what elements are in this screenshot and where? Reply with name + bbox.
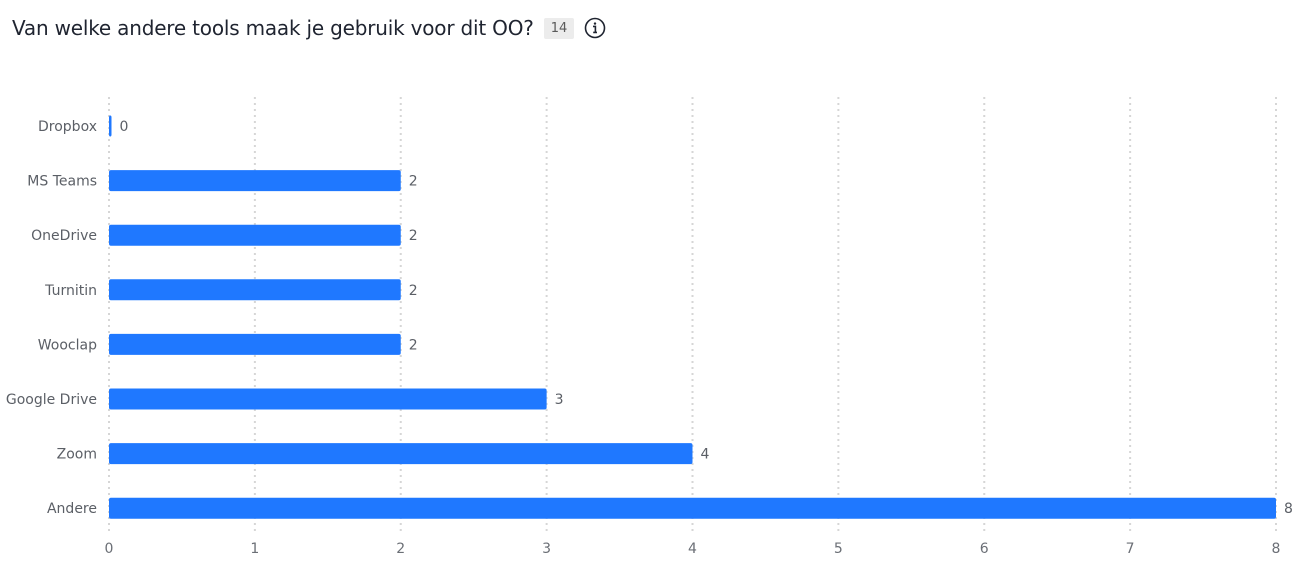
- x-tick-label: 3: [542, 541, 551, 557]
- bar-dropbox[interactable]: [109, 115, 112, 137]
- x-tick-label: 0: [105, 541, 114, 557]
- bar-zoom[interactable]: [109, 443, 693, 465]
- value-label-google-drive: 3: [555, 392, 564, 408]
- category-label-dropbox: Dropbox: [38, 119, 97, 135]
- bar-google-drive[interactable]: [109, 388, 547, 410]
- x-tick-label: 2: [396, 541, 405, 557]
- value-label-zoom: 4: [701, 447, 710, 463]
- bar-wooclap[interactable]: [109, 333, 401, 355]
- x-tick-label: 1: [250, 541, 259, 557]
- category-label-andere: Andere: [47, 501, 97, 517]
- x-tick-label: 6: [980, 541, 989, 557]
- category-label-ms-teams: MS Teams: [27, 174, 97, 190]
- value-label-onedrive: 2: [409, 228, 418, 244]
- bar-turnitin[interactable]: [109, 279, 401, 301]
- bar-onedrive[interactable]: [109, 224, 401, 246]
- x-tick-label: 8: [1272, 541, 1281, 557]
- value-label-wooclap: 2: [409, 337, 418, 353]
- x-tick-label: 5: [834, 541, 843, 557]
- value-label-ms-teams: 2: [409, 174, 418, 190]
- value-label-turnitin: 2: [409, 283, 418, 299]
- category-label-onedrive: OneDrive: [31, 228, 97, 244]
- question-title: Van welke andere tools maak je gebruik v…: [12, 16, 534, 40]
- value-label-dropbox: 0: [120, 119, 129, 135]
- response-count-badge: 14: [543, 17, 575, 39]
- bar-ms-teams[interactable]: [109, 170, 401, 192]
- category-label-turnitin: Turnitin: [44, 283, 97, 299]
- question-header: Van welke andere tools maak je gebruik v…: [12, 13, 606, 43]
- category-label-zoom: Zoom: [57, 447, 97, 463]
- category-label-google-drive: Google Drive: [6, 392, 97, 408]
- bar-andere[interactable]: [109, 497, 1276, 519]
- x-tick-label: 4: [688, 541, 697, 557]
- value-label-andere: 8: [1284, 501, 1293, 517]
- category-label-wooclap: Wooclap: [38, 337, 97, 353]
- info-icon[interactable]: [584, 17, 606, 39]
- x-tick-label: 7: [1126, 541, 1135, 557]
